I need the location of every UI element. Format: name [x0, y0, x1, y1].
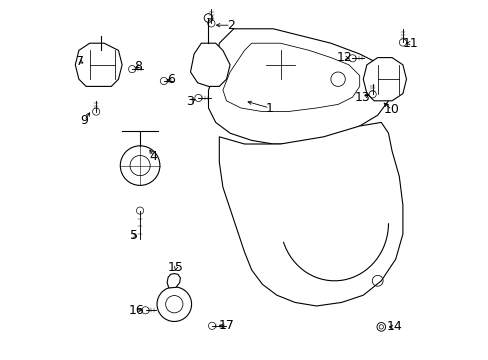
- Text: 15: 15: [168, 261, 183, 274]
- PathPatch shape: [363, 58, 406, 101]
- Text: 10: 10: [384, 103, 399, 116]
- Text: 1: 1: [265, 102, 273, 114]
- PathPatch shape: [219, 122, 402, 306]
- Text: 12: 12: [336, 51, 352, 64]
- Text: 8: 8: [134, 60, 142, 73]
- Text: 17: 17: [218, 319, 234, 332]
- Text: 9: 9: [80, 114, 88, 127]
- PathPatch shape: [208, 29, 387, 144]
- Text: 4: 4: [149, 150, 158, 163]
- Text: 5: 5: [129, 229, 137, 242]
- PathPatch shape: [190, 43, 230, 86]
- Text: 11: 11: [402, 37, 417, 50]
- Text: 13: 13: [354, 91, 370, 104]
- PathPatch shape: [167, 274, 180, 288]
- Text: 7: 7: [76, 55, 83, 68]
- Text: 6: 6: [166, 73, 174, 86]
- PathPatch shape: [75, 43, 122, 86]
- Text: 3: 3: [186, 95, 194, 108]
- Text: 14: 14: [386, 320, 402, 333]
- Text: 2: 2: [226, 19, 234, 32]
- Text: 16: 16: [128, 304, 144, 317]
